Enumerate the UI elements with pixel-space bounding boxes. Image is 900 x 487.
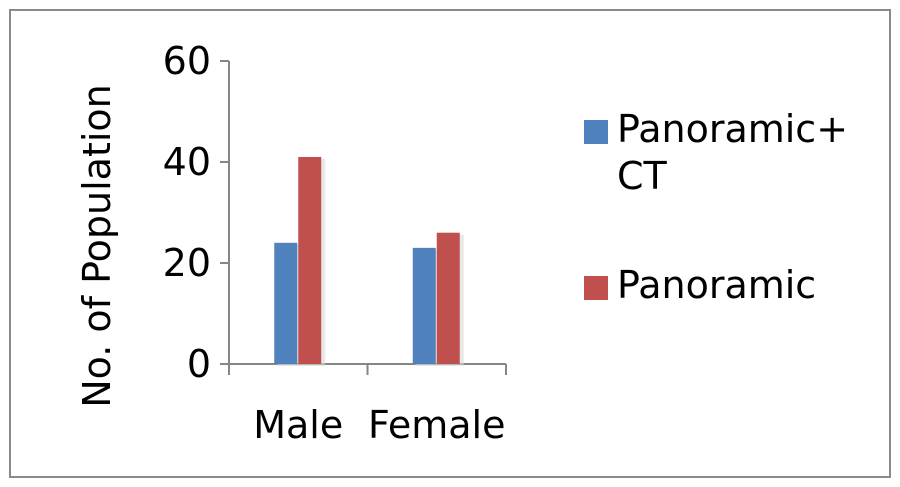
y-tick-label: 20 <box>163 241 211 285</box>
y-tick-label: 40 <box>163 140 211 184</box>
bar-male-panoramic <box>298 156 322 364</box>
legend: Panoramic+CT Panoramic <box>584 107 848 307</box>
y-axis-label: No. of Population <box>75 84 119 408</box>
x-category-label: Female <box>368 403 505 447</box>
bar-male-panoramic-ct <box>274 242 298 364</box>
bar-female-panoramic-ct <box>412 247 436 364</box>
bar-female-panoramic <box>436 232 460 364</box>
y-ticks: 0 20 40 60 <box>163 39 229 386</box>
y-tick-label: 0 <box>187 342 211 386</box>
legend-label: CT <box>617 154 668 198</box>
y-tick-label: 60 <box>163 39 211 83</box>
category-labels: Male Female <box>253 403 505 447</box>
legend-label: Panoramic <box>617 263 816 307</box>
axes: 0 20 40 60 <box>163 39 507 386</box>
legend-label: Panoramic+ <box>617 107 848 151</box>
x-category-label: Male <box>253 403 343 447</box>
bars <box>274 156 464 366</box>
x-ticks <box>228 364 507 375</box>
legend-swatch <box>584 276 608 300</box>
legend-swatch <box>584 120 608 144</box>
